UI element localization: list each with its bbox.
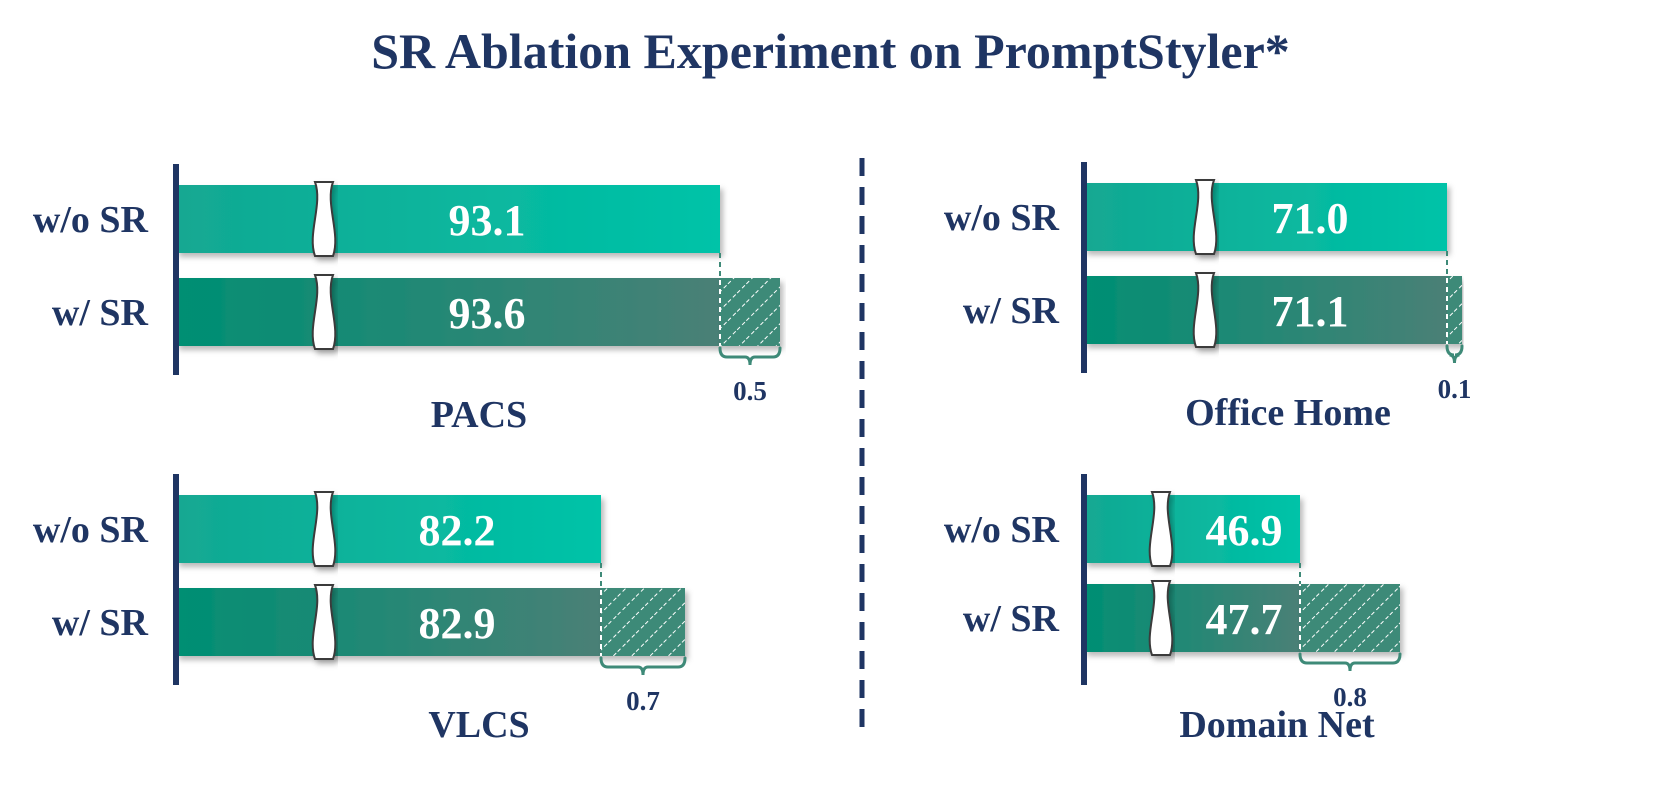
category-label: w/ SR <box>963 290 1060 332</box>
bar-w-sr <box>176 278 720 346</box>
gain-label: 0.5 <box>733 376 767 406</box>
gain-label: 0.8 <box>1333 682 1367 712</box>
axis-break-icon <box>311 584 337 660</box>
gain-label: 0.1 <box>1438 374 1472 404</box>
chart-panel: 0.1 71.0 71.1 w/o SR w/ SR Office Home <box>944 162 1471 434</box>
bar-wo-sr <box>1084 495 1300 563</box>
data-label: 71.1 <box>1272 287 1349 336</box>
axis-break-icon <box>311 491 337 567</box>
category-label: w/ SR <box>963 598 1060 640</box>
gain-hatch <box>1447 276 1462 344</box>
chart-panel: 0.5 93.1 93.6 w/o SR w/ SR PACS <box>33 164 782 436</box>
axis-break-icon <box>311 274 337 350</box>
axis-break-icon <box>311 181 337 257</box>
curly-brace-icon <box>599 656 687 676</box>
panel-caption: PACS <box>431 394 527 436</box>
data-label: 71.0 <box>1272 194 1349 243</box>
curly-brace-icon <box>1298 652 1402 672</box>
chart-panel: 0.7 82.2 82.9 w/o SR w/ SR VLCS <box>33 474 687 746</box>
category-label: w/o SR <box>944 509 1060 551</box>
data-label: 47.7 <box>1206 595 1283 644</box>
axis-break-icon <box>1192 179 1218 255</box>
data-label: 93.6 <box>449 289 526 338</box>
category-label: w/ SR <box>52 292 149 334</box>
data-label: 93.1 <box>449 196 526 245</box>
curly-brace-icon <box>718 346 782 366</box>
gain-hatch <box>601 588 685 656</box>
bar-w-sr <box>1084 584 1300 652</box>
panel-caption: Domain Net <box>1179 704 1375 746</box>
data-label: 82.2 <box>419 506 496 555</box>
axis-break-icon <box>1148 580 1174 656</box>
category-label: w/o SR <box>33 199 149 241</box>
category-label: w/ SR <box>52 602 149 644</box>
gain-hatch <box>1300 584 1400 652</box>
panel-caption: VLCS <box>428 704 529 746</box>
category-label: w/o SR <box>944 197 1060 239</box>
bar-w-sr <box>1084 276 1447 344</box>
axis-break-icon <box>1148 491 1174 567</box>
bar-wo-sr <box>176 495 601 563</box>
data-label: 82.9 <box>419 599 496 648</box>
bar-wo-sr <box>176 185 720 253</box>
axis-break-icon <box>1192 272 1218 348</box>
bar-wo-sr <box>1084 183 1447 251</box>
category-label: w/o SR <box>33 509 149 551</box>
chart-panel: 0.8 46.9 47.7 w/o SR w/ SR Domain Net <box>944 474 1402 746</box>
panel-caption: Office Home <box>1185 392 1391 434</box>
chart-title: SR Ablation Experiment on PromptStyler* <box>371 23 1290 79</box>
curly-brace-icon <box>1445 344 1464 364</box>
gain-label: 0.7 <box>626 686 660 716</box>
bar-w-sr <box>176 588 601 656</box>
gain-hatch <box>720 278 780 346</box>
data-label: 46.9 <box>1206 506 1283 555</box>
